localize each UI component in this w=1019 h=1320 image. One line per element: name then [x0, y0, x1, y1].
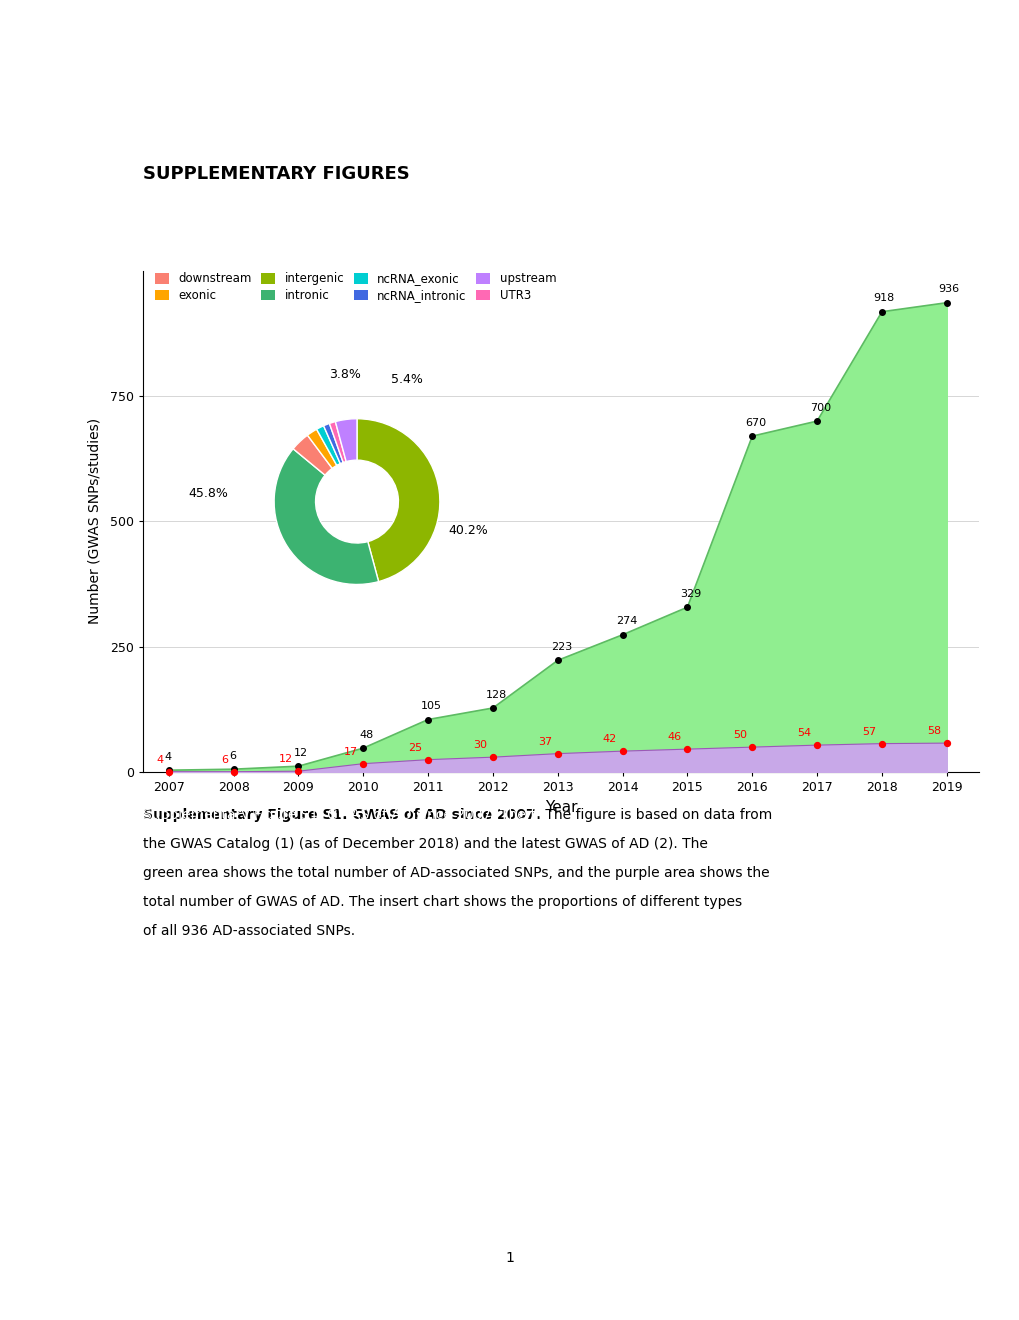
Text: 5.4%: 5.4% [390, 372, 422, 385]
Text: 57: 57 [861, 727, 875, 737]
Point [290, 760, 307, 781]
Point [937, 733, 954, 754]
Point [420, 709, 436, 730]
Text: 1: 1 [505, 1250, 514, 1265]
Text: 30: 30 [473, 741, 487, 750]
Point [679, 739, 695, 760]
Point [873, 733, 890, 754]
Text: 918: 918 [872, 293, 894, 304]
Text: 12: 12 [278, 754, 292, 764]
Point [160, 762, 176, 783]
Point [873, 301, 890, 322]
Wedge shape [329, 421, 345, 462]
Point [808, 411, 824, 432]
Text: 58: 58 [926, 726, 941, 737]
Point [613, 741, 630, 762]
Wedge shape [307, 429, 336, 469]
Text: 6: 6 [221, 755, 228, 764]
X-axis label: Year: Year [544, 800, 577, 814]
Text: 936: 936 [937, 284, 959, 294]
Point [420, 750, 436, 771]
Text: of all 936 AD-associated SNPs.: of all 936 AD-associated SNPs. [143, 924, 355, 939]
Y-axis label: Number (GWAS SNPs/studies): Number (GWAS SNPs/studies) [88, 418, 101, 624]
Wedge shape [357, 418, 439, 582]
Text: green area shows the total number of AD-associated SNPs, and the purple area sho: green area shows the total number of AD-… [143, 866, 768, 880]
Point [225, 762, 242, 783]
Text: Supplementary Figure S1. GWAS of AD since 2007.: Supplementary Figure S1. GWAS of AD sinc… [143, 808, 540, 822]
Point [549, 743, 566, 764]
Point [549, 649, 566, 671]
Text: SUPPLEMENTARY FIGURES: SUPPLEMENTARY FIGURES [143, 165, 410, 183]
Wedge shape [335, 418, 357, 462]
Point [225, 759, 242, 780]
Text: 329: 329 [680, 589, 701, 599]
Point [937, 292, 954, 313]
Text: 25: 25 [408, 743, 422, 752]
Text: 50: 50 [732, 730, 746, 741]
Text: total number of GWAS of AD. The insert chart shows the proportions of different : total number of GWAS of AD. The insert c… [143, 895, 741, 909]
Point [808, 734, 824, 755]
Text: 40.2%: 40.2% [447, 524, 487, 537]
Text: 6: 6 [229, 751, 236, 760]
Text: The figure is based on data from: The figure is based on data from [540, 808, 771, 822]
Wedge shape [274, 449, 378, 585]
Point [744, 737, 760, 758]
Text: Supplementary Figure S1. GWAS of AD since 2007. The figure is based on data from: Supplementary Figure S1. GWAS of AD sinc… [143, 808, 726, 822]
Text: 105: 105 [421, 701, 441, 711]
Text: the GWAS Catalog (1) (as of December 2018) and the latest GWAS of AD (2). The: the GWAS Catalog (1) (as of December 201… [143, 837, 707, 851]
Legend: downstream, exonic, intergenic, intronic, ncRNA_exonic, ncRNA_intronic, upstream: downstream, exonic, intergenic, intronic… [149, 267, 561, 308]
Wedge shape [292, 436, 332, 475]
Text: 37: 37 [538, 737, 551, 747]
Text: 274: 274 [615, 616, 637, 627]
Text: 128: 128 [485, 689, 506, 700]
Text: 45.8%: 45.8% [189, 487, 228, 500]
Text: 12: 12 [293, 748, 308, 758]
Point [160, 759, 176, 780]
Point [484, 697, 500, 718]
Text: 17: 17 [343, 747, 358, 756]
Text: 42: 42 [602, 734, 616, 744]
Text: 3.8%: 3.8% [328, 368, 360, 381]
Point [355, 738, 371, 759]
Point [290, 755, 307, 776]
Wedge shape [323, 424, 342, 463]
Point [355, 754, 371, 775]
Text: 700: 700 [809, 403, 830, 413]
Text: 46: 46 [667, 733, 682, 742]
Text: 670: 670 [745, 418, 765, 428]
Text: 4: 4 [156, 755, 163, 764]
Point [613, 624, 630, 645]
Wedge shape [316, 426, 340, 466]
Text: 54: 54 [797, 729, 811, 738]
Text: 4: 4 [164, 752, 171, 762]
Point [744, 425, 760, 446]
Point [484, 747, 500, 768]
Point [679, 597, 695, 618]
Text: 48: 48 [359, 730, 373, 739]
Text: 223: 223 [550, 642, 572, 652]
